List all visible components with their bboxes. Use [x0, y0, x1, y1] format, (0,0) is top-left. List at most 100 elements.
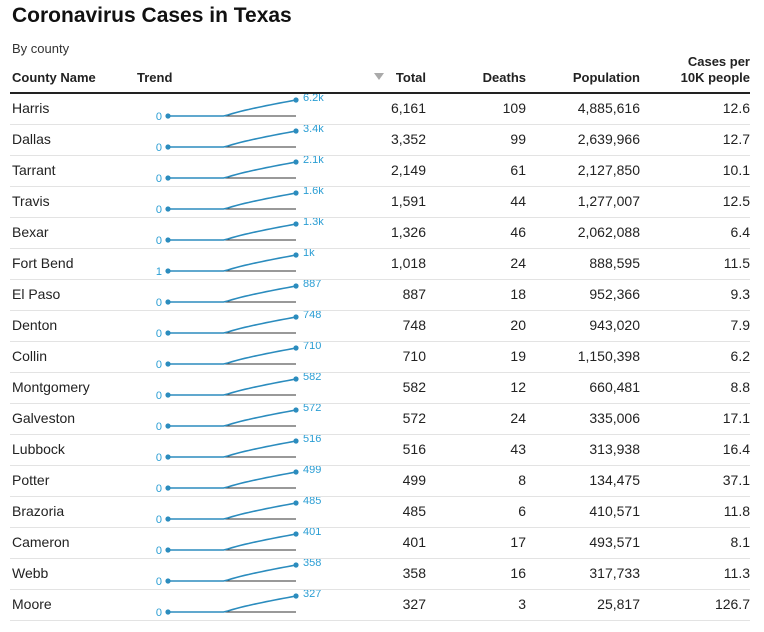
trend-sparkline: 0 582	[156, 373, 321, 402]
cases-per-10k: 10.1	[722, 162, 750, 178]
population: 1,277,007	[577, 193, 640, 209]
deaths: 24	[510, 410, 526, 426]
cases-per-10k: 8.1	[730, 534, 750, 550]
sparkline-series	[168, 440, 297, 458]
sparkline-start-label: 0	[156, 297, 162, 309]
cases-per-10k: 8.8	[730, 379, 750, 395]
total-cases: 710	[402, 348, 426, 364]
cases-per-10k: 126.7	[714, 596, 750, 612]
sparkline-end-label: 572	[303, 404, 321, 414]
total-cases: 2,149	[390, 162, 426, 178]
deaths: 8	[518, 472, 526, 488]
sparkline-end-label: 401	[303, 528, 321, 538]
total-cases: 6,161	[390, 100, 426, 116]
sparkline-end-point	[293, 562, 299, 568]
population: 134,475	[589, 472, 640, 488]
table-row: Moore 327 3 25,817 126.7 0 327	[10, 590, 750, 621]
sparkline-series	[168, 595, 297, 613]
trend-sparkline: 0 327	[156, 590, 321, 619]
trend-sparkline: 0 401	[156, 528, 321, 557]
deaths: 17	[510, 534, 526, 550]
sparkline-end-point	[293, 221, 299, 227]
county-name: Cameron	[12, 534, 70, 550]
table-row: Collin 710 19 1,150,398 6.2 0 710	[10, 342, 750, 373]
sparkline-start-point	[165, 268, 171, 274]
table-body: Harris 6,161 109 4,885,616 12.6 0 6.2k Dallas 3,…	[0, 94, 764, 621]
chart-title: Coronavirus Cases in Texas	[12, 4, 292, 27]
sparkline-start-point	[165, 516, 171, 522]
total-cases: 582	[402, 379, 426, 395]
sparkline-start-point	[165, 299, 171, 305]
header-deaths[interactable]: Deaths	[482, 70, 526, 85]
population: 25,817	[597, 596, 640, 612]
table-row: Travis 1,591 44 1,277,007 12.5 0 1.6k	[10, 187, 750, 218]
sparkline-start-point	[165, 237, 171, 243]
trend-sparkline: 0 748	[156, 311, 321, 340]
sparkline-start-point	[165, 578, 171, 584]
header-total[interactable]: Total	[395, 70, 426, 85]
deaths: 6	[518, 503, 526, 519]
trend-sparkline: 0 6.2k	[156, 94, 324, 123]
deaths: 46	[510, 224, 526, 240]
sparkline-start-label: 0	[156, 235, 162, 247]
table-row: Brazoria 485 6 410,571 11.8 0 485	[10, 497, 750, 528]
sparkline-series	[168, 409, 297, 427]
sparkline-start-point	[165, 454, 171, 460]
total-cases: 485	[402, 503, 426, 519]
trend-sparkline: 0 358	[156, 559, 321, 588]
sparkline-end-label: 1.6k	[303, 187, 324, 197]
sparkline-start-label: 0	[156, 452, 162, 464]
sparkline-end-point	[293, 159, 299, 165]
cases-per-10k: 12.6	[722, 100, 750, 116]
trend-sparkline: 0 1.6k	[156, 187, 324, 216]
header-divider	[10, 92, 750, 94]
header-trend[interactable]: Trend	[137, 70, 173, 85]
sparkline-end-point	[293, 500, 299, 506]
sparkline-end-label: 1k	[303, 249, 315, 259]
trend-sparkline: 0 3.4k	[156, 125, 324, 154]
sparkline-start-label: 0	[156, 142, 162, 154]
population: 335,006	[589, 410, 640, 426]
sparkline-start-point	[165, 113, 171, 119]
sparkline-series	[168, 378, 297, 396]
sparkline-series	[168, 223, 297, 241]
header-county-name[interactable]: County Name	[12, 70, 96, 85]
table-row: Tarrant 2,149 61 2,127,850 10.1 0 2.1k	[10, 156, 750, 187]
deaths: 3	[518, 596, 526, 612]
table-row: Montgomery 582 12 660,481 8.8 0 582	[10, 373, 750, 404]
table-row: Lubbock 516 43 313,938 16.4 0 516	[10, 435, 750, 466]
population: 943,020	[589, 317, 640, 333]
sparkline-start-label: 0	[156, 328, 162, 340]
deaths: 43	[510, 441, 526, 457]
sparkline-end-label: 358	[303, 559, 321, 569]
table-row: El Paso 887 18 952,366 9.3 0 887	[10, 280, 750, 311]
deaths: 24	[510, 255, 526, 271]
county-name: Dallas	[12, 131, 51, 147]
cases-per-10k: 7.9	[730, 317, 750, 333]
sparkline-end-label: 485	[303, 497, 321, 507]
sparkline-start-point	[165, 330, 171, 336]
sparkline-start-label: 0	[156, 545, 162, 557]
cases-per-10k: 11.5	[723, 255, 750, 271]
table-row: Webb 358 16 317,733 11.3 0 358	[10, 559, 750, 590]
sparkline-end-label: 1.3k	[303, 218, 324, 228]
trend-sparkline: 1 1k	[156, 249, 315, 278]
cases-per-10k: 12.7	[722, 131, 750, 147]
county-name: Galveston	[12, 410, 76, 426]
sparkline-end-label: 3.4k	[303, 125, 324, 135]
total-cases: 516	[402, 441, 426, 457]
trend-sparkline: 0 887	[156, 280, 321, 309]
header-cases-per-10k[interactable]: Cases per 10K people	[681, 54, 750, 86]
sparkline-series	[168, 161, 297, 179]
population: 410,571	[589, 503, 640, 519]
sparkline-end-point	[293, 283, 299, 289]
trend-sparkline: 0 516	[156, 435, 321, 464]
population: 888,595	[589, 255, 640, 271]
sparkline-series	[168, 130, 297, 148]
sparkline-start-point	[165, 547, 171, 553]
deaths: 12	[510, 379, 526, 395]
header-population[interactable]: Population	[572, 70, 640, 85]
deaths: 18	[510, 286, 526, 302]
table-row: Fort Bend 1,018 24 888,595 11.5 1 1k	[10, 249, 750, 280]
